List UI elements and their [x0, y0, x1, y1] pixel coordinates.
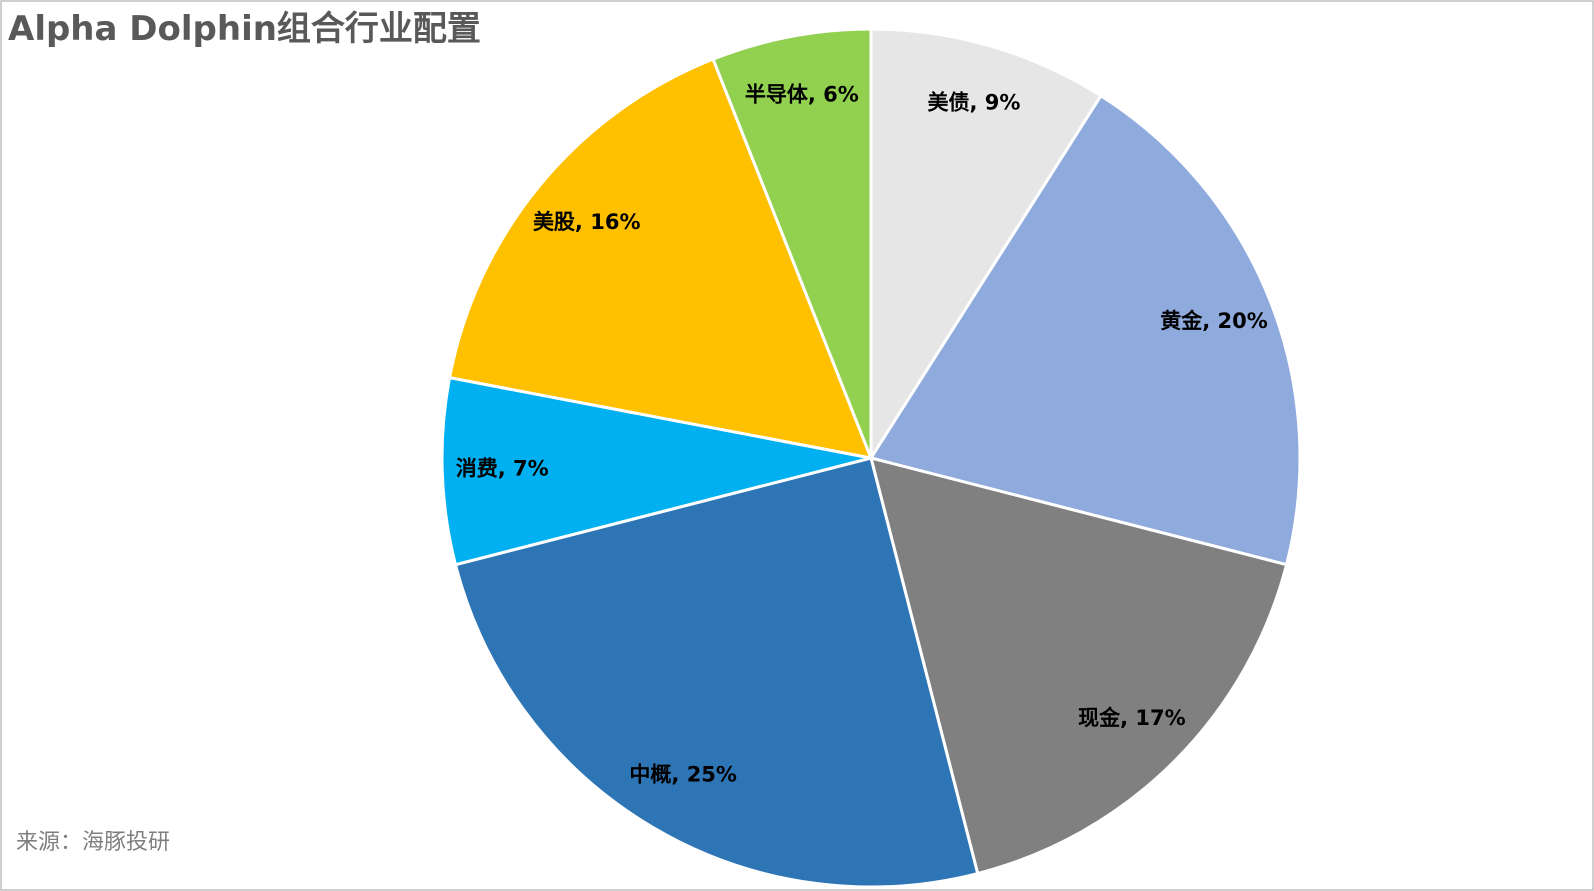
data-label: 美股, 16% [533, 210, 641, 234]
pie-slice [868, 93, 1302, 567]
pie-slice [440, 375, 872, 567]
data-label: 消费, 7% [456, 457, 549, 481]
pie-slice [869, 27, 1103, 464]
pie-slice [453, 456, 980, 889]
data-label: 中概, 25% [629, 763, 737, 787]
data-label: 黄金, 20% [1160, 309, 1268, 333]
chart-title: Alpha Dolphin组合行业配置 [8, 9, 481, 49]
pie-slice [868, 455, 1289, 876]
data-label: 半导体, 6% [745, 83, 859, 107]
pie-slice [711, 27, 873, 459]
source-note: 来源：海豚投研 [16, 830, 170, 855]
pie-slice [447, 57, 874, 460]
data-label: 美债, 9% [927, 91, 1020, 115]
data-label: 现金, 17% [1078, 706, 1186, 730]
